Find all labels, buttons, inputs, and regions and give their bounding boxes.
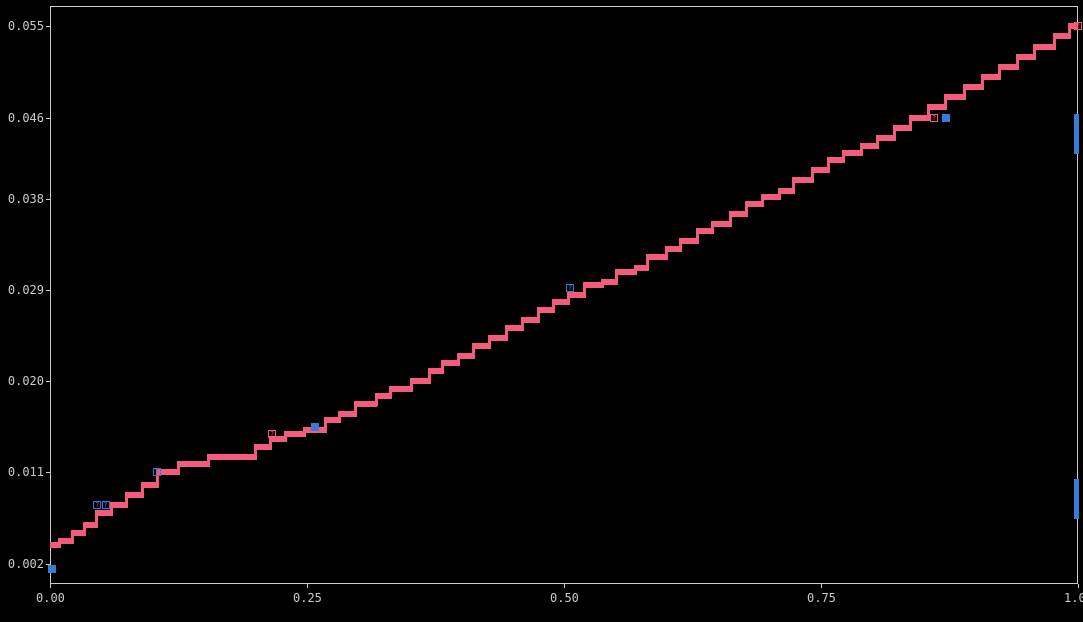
marker-blue [48,565,56,573]
x-tick-label: 0.75 [807,591,836,605]
step-segment [356,401,377,407]
y-tick [46,381,50,382]
marker-blue: ? [566,284,574,292]
marker-pink-hollow: ? [268,430,276,438]
chart-root: 0.002 0.011 0.020 0.029 0.038 0.046 0.055 0.00 0… [0,0,1083,622]
y-tick [46,26,50,27]
marker-pink-hollow: ? [930,114,938,122]
marker-blue [942,114,950,122]
marker-blue [1074,114,1079,154]
x-tick [564,584,565,588]
x-tick [307,584,308,588]
y-tick-label: 0.002 [8,557,44,571]
y-tick [46,199,50,200]
marker-blue [311,423,319,431]
step-segment [209,454,255,460]
x-tick-label: 0.25 [293,591,322,605]
y-tick-label: 0.020 [8,374,44,388]
x-tick-label: 1.00 [1064,591,1083,605]
step-segment [1035,44,1056,50]
x-tick-label: 0.50 [550,591,579,605]
step-segment [158,469,179,475]
marker-blue [1074,479,1079,519]
y-tick-label: 0.055 [8,19,44,33]
marker-blue: ? [93,501,101,509]
step-segment [391,386,412,392]
plot-border [50,6,1078,584]
y-tick [46,290,50,291]
y-tick-label: 0.046 [8,111,44,125]
marker-pink-hollow: ? [1074,22,1082,30]
step-segment [179,461,210,467]
x-tick [1078,584,1079,588]
y-tick-label: 0.029 [8,283,44,297]
x-tick [50,584,51,588]
y-tick-label: 0.011 [8,465,44,479]
y-tick-label: 0.038 [8,192,44,206]
y-tick [46,118,50,119]
x-tick [821,584,822,588]
marker-blue: ? [153,468,161,476]
y-tick [46,472,50,473]
x-tick-label: 0.00 [36,591,65,605]
marker-blue: ? [102,501,110,509]
